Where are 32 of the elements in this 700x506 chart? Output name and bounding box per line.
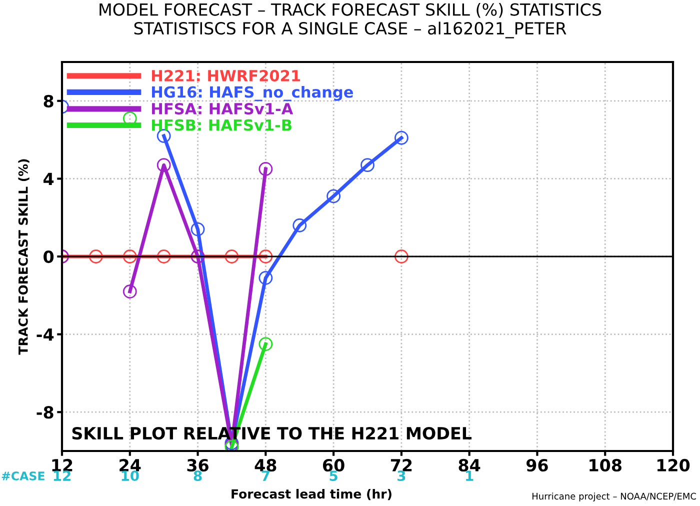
legend-label: HG16: HAFS_no_change: [152, 86, 354, 102]
legend-label: H221: HWRF2021: [152, 70, 300, 82]
text: #CASE: [2, 471, 44, 480]
text: 12: [54, 470, 70, 481]
text: 3: [398, 470, 406, 482]
y-tick-label: -8: [36, 406, 54, 419]
text: 7: [262, 470, 270, 481]
legend-label: HFSB: HAFSv1-B: [152, 119, 292, 131]
x-tick-label: 60: [322, 458, 344, 472]
x-axis-title: Forecast lead time (hr): [232, 488, 392, 500]
y-tick-label: 8: [44, 94, 54, 108]
x-tick-label: 96: [526, 458, 548, 472]
x-tick-label: 48: [254, 458, 276, 472]
text: 1: [466, 470, 474, 481]
text: 5: [330, 470, 338, 482]
x-tick-label: 12: [52, 458, 72, 472]
x-tick-label: 108: [590, 458, 622, 472]
legend-label: HFSA: HAFSv1-A: [152, 102, 294, 115]
x-tick-label: 24: [120, 458, 141, 472]
text: 8: [194, 470, 202, 482]
chart-subtitle: STATISTISCS FOR A SINGLE CASE – al162021_PETER: [134, 22, 566, 38]
y-tick-label: -4: [36, 328, 54, 341]
x-tick-label: 84: [458, 458, 480, 472]
x-tick-label: 120: [657, 458, 690, 472]
x-tick-label: 72: [390, 458, 412, 472]
x-tick-label: 36: [187, 458, 208, 472]
chart-title: MODEL FORECAST – TRACK FORECAST SKILL (%) STATISTICS: [100, 2, 602, 18]
text: 10: [122, 470, 139, 482]
y-tick-label: 0: [44, 250, 54, 264]
y-tick-label: 4: [44, 172, 54, 186]
y-axis-title: TRACK FORECAST SKILL (%): [18, 159, 30, 355]
text: Hurricane project – NOAA/NCEP/EMC: [532, 492, 696, 502]
